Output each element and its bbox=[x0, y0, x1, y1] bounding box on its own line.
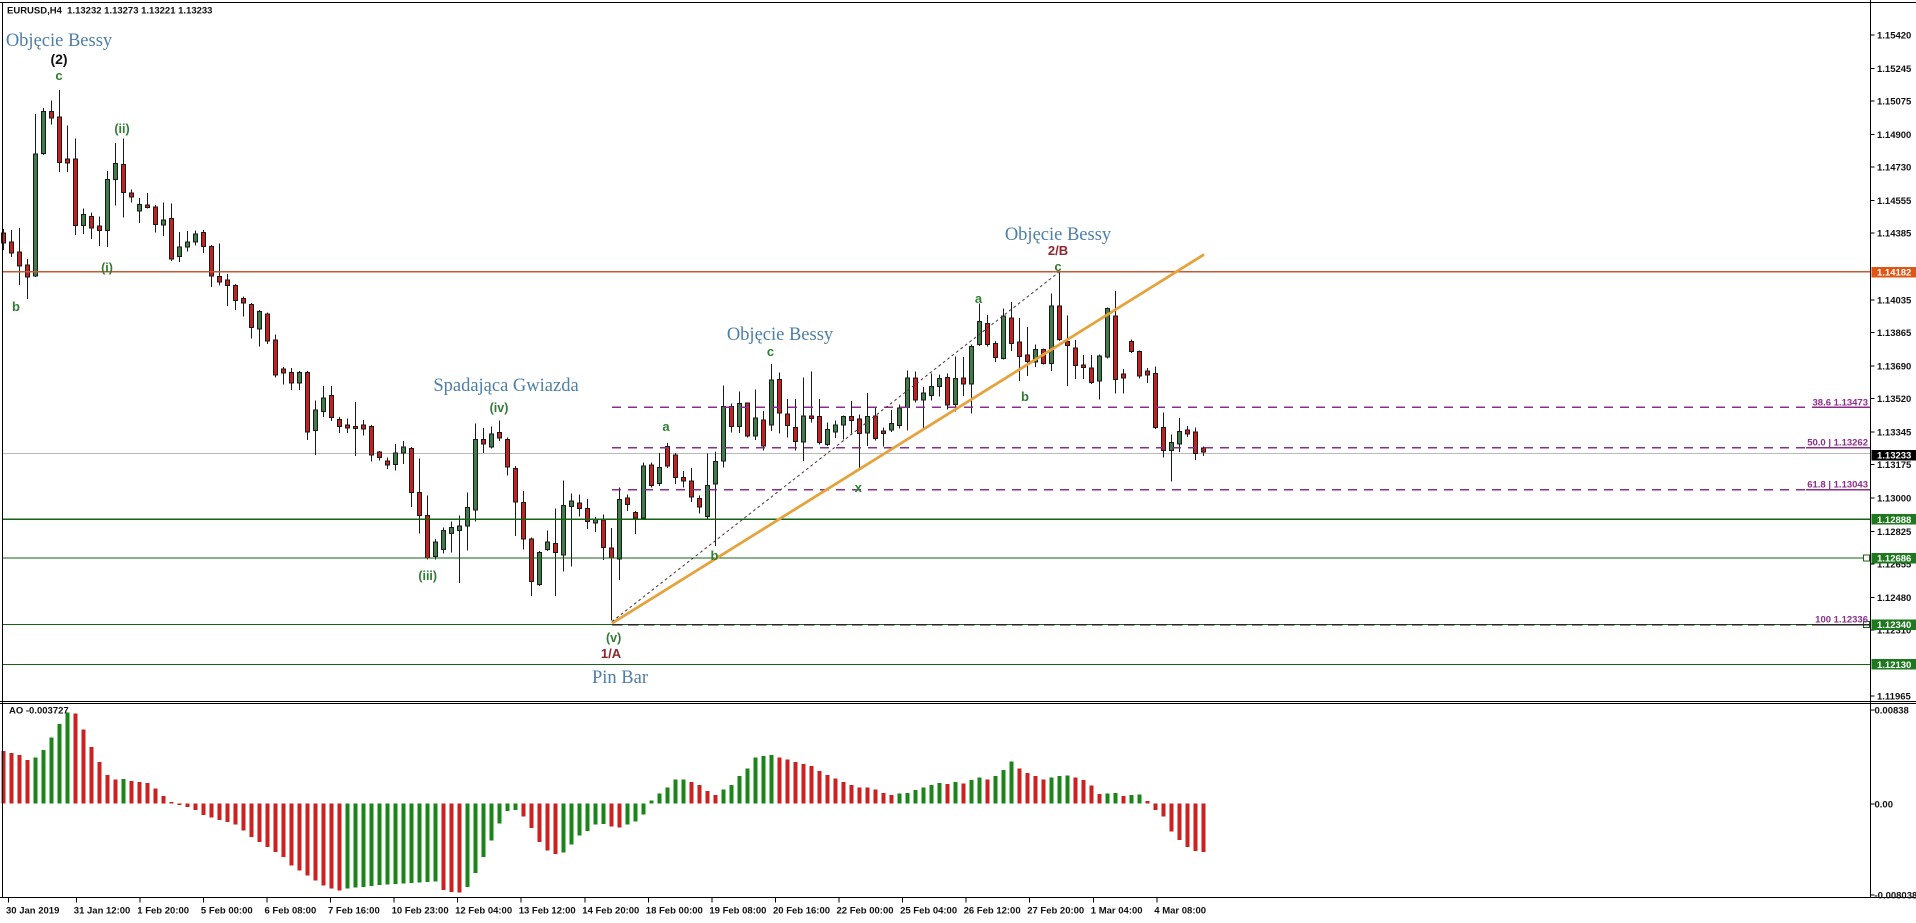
svg-text:12 Feb 04:00: 12 Feb 04:00 bbox=[455, 906, 512, 917]
svg-text:4 Mar 08:00: 4 Mar 08:00 bbox=[1154, 906, 1206, 917]
svg-text:1/A: 1/A bbox=[601, 646, 622, 661]
svg-text:38.6 1.13473: 38.6 1.13473 bbox=[1813, 397, 1868, 408]
svg-text:0.00838: 0.00838 bbox=[1875, 706, 1909, 717]
svg-text:(i): (i) bbox=[101, 261, 113, 275]
svg-text:14 Feb 20:00: 14 Feb 20:00 bbox=[582, 906, 639, 917]
svg-text:1.14730: 1.14730 bbox=[1877, 163, 1911, 174]
svg-text:22 Feb 00:00: 22 Feb 00:00 bbox=[837, 906, 894, 917]
svg-text:-0.008038: -0.008038 bbox=[1875, 891, 1916, 902]
svg-text:1.13175: 1.13175 bbox=[1877, 460, 1912, 471]
svg-text:Pin Bar: Pin Bar bbox=[592, 668, 648, 688]
svg-text:1.15245: 1.15245 bbox=[1877, 64, 1912, 75]
svg-text:(2): (2) bbox=[50, 51, 67, 67]
svg-text:Spadająca Gwiazda: Spadająca Gwiazda bbox=[433, 376, 578, 396]
svg-text:c: c bbox=[767, 344, 774, 359]
svg-text:30 Jan 2019: 30 Jan 2019 bbox=[6, 906, 59, 917]
svg-text:6 Feb 08:00: 6 Feb 08:00 bbox=[265, 906, 317, 917]
svg-text:1.12340: 1.12340 bbox=[1877, 620, 1911, 631]
svg-text:1.13865: 1.13865 bbox=[1877, 328, 1912, 339]
svg-text:7 Feb 16:00: 7 Feb 16:00 bbox=[328, 906, 380, 917]
svg-text:0.00: 0.00 bbox=[1875, 800, 1894, 811]
svg-text:13 Feb 12:00: 13 Feb 12:00 bbox=[519, 906, 576, 917]
svg-text:1.12130: 1.12130 bbox=[1877, 660, 1911, 671]
svg-text:1.12686: 1.12686 bbox=[1877, 554, 1911, 565]
svg-text:5 Feb 00:00: 5 Feb 00:00 bbox=[201, 906, 253, 917]
svg-text:1.12310: 1.12310 bbox=[1877, 626, 1911, 637]
svg-text:1.12655: 1.12655 bbox=[1877, 560, 1912, 571]
svg-text:1.12480: 1.12480 bbox=[1877, 593, 1911, 604]
svg-text:(iv): (iv) bbox=[490, 401, 509, 415]
svg-text:1.14035: 1.14035 bbox=[1877, 296, 1912, 307]
svg-text:1 Mar 04:00: 1 Mar 04:00 bbox=[1091, 906, 1143, 917]
svg-text:1.13233: 1.13233 bbox=[1877, 451, 1911, 462]
svg-text:Objęcie Bessy: Objęcie Bessy bbox=[6, 31, 113, 51]
svg-text:100 1.12336: 100 1.12336 bbox=[1815, 614, 1868, 625]
svg-text:a: a bbox=[662, 419, 670, 434]
svg-text:20 Feb 16:00: 20 Feb 16:00 bbox=[773, 906, 830, 917]
svg-text:1.13345: 1.13345 bbox=[1877, 428, 1912, 439]
svg-text:EURUSD,H4 1.13232 1.13273 1.1: EURUSD,H4 1.13232 1.13273 1.13221 1.1323… bbox=[7, 6, 212, 17]
svg-text:b: b bbox=[1021, 389, 1029, 404]
svg-text:26 Feb 12:00: 26 Feb 12:00 bbox=[964, 906, 1021, 917]
svg-text:1.12888: 1.12888 bbox=[1877, 515, 1911, 526]
svg-text:2/B: 2/B bbox=[1048, 243, 1068, 258]
svg-text:10 Feb 23:00: 10 Feb 23:00 bbox=[392, 906, 449, 917]
svg-text:1.14182: 1.14182 bbox=[1877, 268, 1911, 279]
svg-text:1.15075: 1.15075 bbox=[1877, 97, 1912, 108]
svg-text:1.12825: 1.12825 bbox=[1877, 527, 1912, 538]
svg-text:1.13520: 1.13520 bbox=[1877, 394, 1911, 405]
svg-text:25 Feb 04:00: 25 Feb 04:00 bbox=[900, 906, 957, 917]
svg-text:Objęcie Bessy: Objęcie Bessy bbox=[1005, 225, 1112, 245]
svg-text:Objęcie Bessy: Objęcie Bessy bbox=[727, 325, 834, 345]
svg-text:c: c bbox=[55, 68, 62, 83]
svg-text:b: b bbox=[12, 299, 20, 314]
svg-text:1.14900: 1.14900 bbox=[1877, 130, 1911, 141]
svg-text:19 Feb 08:00: 19 Feb 08:00 bbox=[709, 906, 766, 917]
svg-text:1.14385: 1.14385 bbox=[1877, 229, 1912, 240]
svg-text:1.15420: 1.15420 bbox=[1877, 31, 1911, 42]
svg-text:b: b bbox=[711, 548, 719, 563]
svg-text:AO -0.003727: AO -0.003727 bbox=[9, 706, 69, 717]
svg-text:50.0 | 1.13262: 50.0 | 1.13262 bbox=[1807, 438, 1868, 449]
svg-text:61.8 | 1.13043: 61.8 | 1.13043 bbox=[1807, 480, 1868, 491]
svg-text:27 Feb 20:00: 27 Feb 20:00 bbox=[1027, 906, 1084, 917]
svg-text:x: x bbox=[855, 480, 863, 495]
svg-text:(ii): (ii) bbox=[114, 122, 129, 136]
svg-text:1.14555: 1.14555 bbox=[1877, 196, 1912, 207]
svg-text:c: c bbox=[1054, 259, 1061, 274]
svg-text:(v): (v) bbox=[606, 631, 621, 645]
svg-text:(iii): (iii) bbox=[418, 569, 437, 583]
svg-text:31 Jan 12:00: 31 Jan 12:00 bbox=[74, 906, 131, 917]
svg-text:18 Feb 00:00: 18 Feb 00:00 bbox=[646, 906, 703, 917]
svg-text:1.13690: 1.13690 bbox=[1877, 362, 1911, 373]
svg-text:1.11965: 1.11965 bbox=[1877, 692, 1912, 703]
svg-text:1.13000: 1.13000 bbox=[1877, 494, 1911, 505]
svg-text:a: a bbox=[975, 291, 983, 306]
svg-text:1 Feb 20:00: 1 Feb 20:00 bbox=[137, 906, 189, 917]
